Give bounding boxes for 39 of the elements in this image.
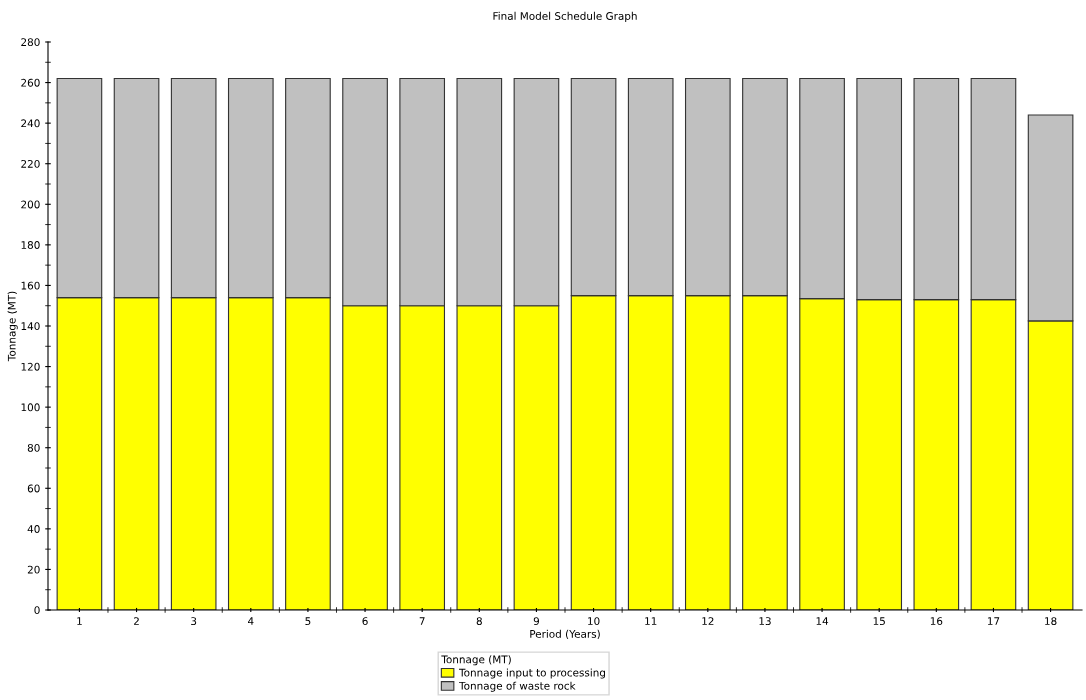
x-tick-label: 1 (77, 617, 82, 625)
y-tick-label: 260 (21, 78, 40, 87)
legend-title: Tonnage (MT) (441, 655, 511, 666)
x-tick-label: 2 (134, 617, 139, 625)
y-tick-label: 60 (27, 484, 40, 493)
x-tick-label: 11 (645, 617, 657, 625)
x-tick-label: 6 (362, 617, 368, 626)
y-tick-label: 200 (21, 200, 40, 209)
y-tick-label: 140 (21, 322, 40, 331)
y-tick-label: 220 (21, 159, 40, 168)
y-tick-label: 180 (21, 241, 40, 249)
x-tick-label: 16 (930, 617, 943, 626)
x-tick-label: 5 (305, 617, 311, 626)
x-tick-label: 9 (533, 617, 540, 626)
x-tick-label: 4 (248, 617, 254, 625)
y-tick-label: 120 (21, 362, 40, 371)
x-tick-label: 15 (873, 617, 885, 626)
x-tick-label: 17 (987, 617, 1000, 625)
y-tick-label: 20 (27, 565, 40, 574)
x-tick-label: 18 (1045, 617, 1057, 626)
x-tick-label: 3 (191, 617, 197, 626)
legend-label: Tonnage of waste rock (459, 681, 576, 692)
x-tick-label: 10 (588, 617, 600, 626)
x-tick-label: 12 (702, 617, 714, 625)
x-tick-label: 13 (759, 617, 771, 626)
chart-title: Final Model Schedule Graph (493, 11, 637, 22)
y-tick-label: 40 (27, 525, 40, 533)
legend-label: Tonnage input to processing (459, 668, 605, 679)
x-axis-title: Period (Years) (530, 629, 600, 640)
y-tick-label: 80 (27, 443, 40, 452)
y-tick-label: 0 (34, 606, 40, 615)
y-axis-title: Tonnage (MT) (7, 291, 18, 362)
y-tick-label: 100 (21, 403, 40, 412)
y-tick-label: 240 (21, 119, 40, 128)
x-tick-label: 14 (816, 617, 829, 625)
x-tick-label: 8 (476, 617, 482, 626)
x-tick-label: 7 (419, 617, 425, 625)
y-tick-label: 160 (21, 281, 40, 290)
y-tick-label: 280 (21, 38, 40, 47)
